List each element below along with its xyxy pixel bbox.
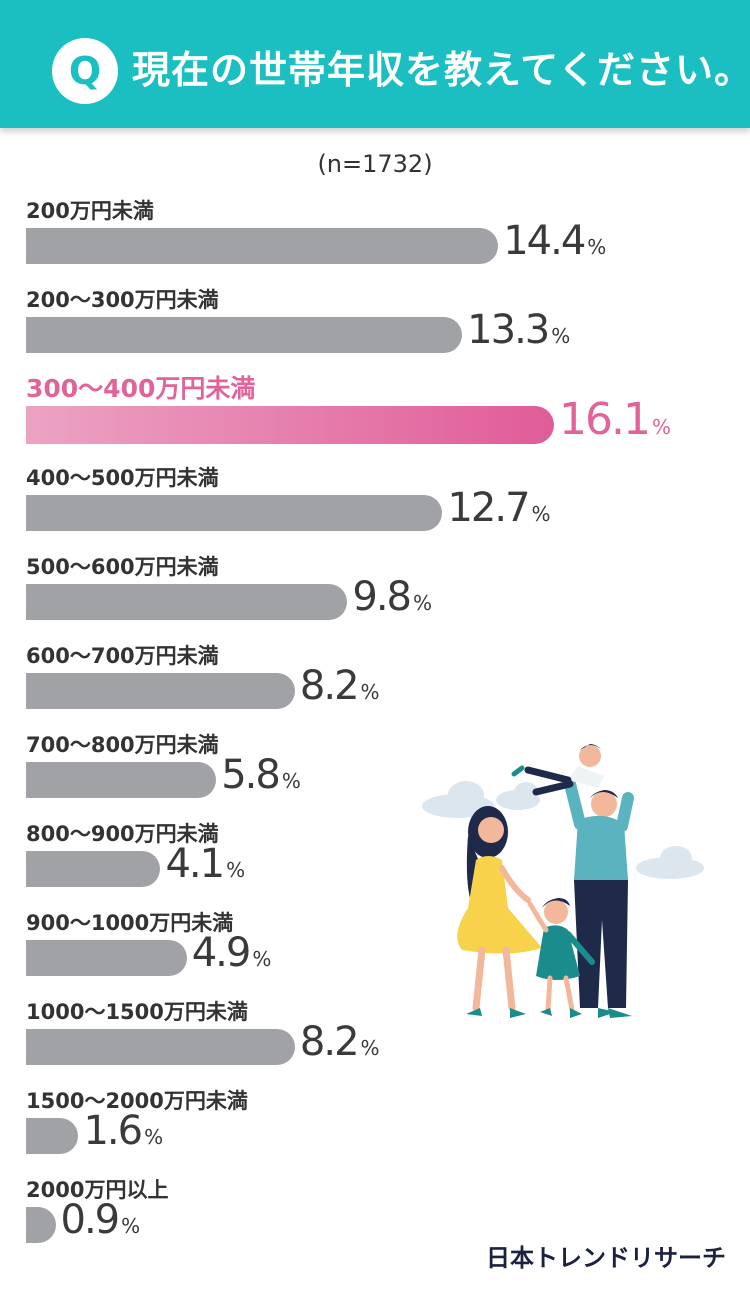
bar	[26, 228, 499, 264]
value-unit: %	[551, 324, 571, 348]
value-number: 9.8	[352, 574, 412, 620]
value-label: 1.6%	[83, 1108, 163, 1154]
value-number: 8.2	[299, 663, 360, 709]
value-number: 16.1	[559, 394, 651, 445]
question-badge: Q	[52, 38, 118, 104]
brand-logo-text: 日本トレンドリサーチ	[486, 1244, 726, 1272]
bar	[26, 1029, 295, 1065]
value-number: 14.4	[503, 218, 586, 264]
value-number: 4.1	[165, 841, 225, 887]
category-label: 2000万円以上	[26, 1178, 169, 1202]
bar	[26, 317, 463, 353]
value-label: 8.2%	[300, 1019, 380, 1065]
value-label: 4.9%	[192, 930, 272, 976]
bar	[26, 673, 295, 709]
value-unit: %	[226, 858, 246, 882]
value-label: 13.3%	[467, 307, 570, 353]
bar	[26, 1118, 79, 1154]
category-label: 300～400万円未満	[26, 374, 256, 403]
value-label: 8.2%	[300, 663, 380, 709]
value-label: 0.9%	[61, 1197, 141, 1243]
bar	[26, 584, 348, 620]
category-label: 1500～2000万円未満	[26, 1089, 248, 1113]
value-number: 1.6	[83, 1108, 143, 1154]
bar	[26, 851, 161, 887]
category-label: 700～800万円未満	[26, 733, 219, 757]
bar	[26, 940, 187, 976]
category-label: 1000～1500万円未満	[26, 1000, 248, 1024]
value-unit: %	[252, 947, 272, 971]
category-label: 800～900万円未満	[26, 822, 219, 846]
value-number: 5.8	[221, 752, 281, 798]
value-unit: %	[531, 502, 551, 526]
value-label: 5.8%	[221, 752, 301, 798]
value-unit: %	[360, 680, 380, 704]
bar	[26, 762, 217, 798]
value-number: 8.2	[299, 1019, 360, 1065]
category-label: 200万円未満	[26, 199, 154, 223]
question-text: 現在の世帯年収を教えてください。	[132, 48, 750, 92]
value-unit: %	[121, 1214, 141, 1238]
value-label: 16.1%	[559, 394, 671, 445]
category-label: 200～300万円未満	[26, 288, 219, 312]
value-number: 4.9	[191, 930, 252, 976]
question-header: Q 現在の世帯年収を教えてください。	[0, 0, 750, 128]
value-label: 9.8%	[352, 574, 432, 620]
category-label: 600～700万円未満	[26, 644, 219, 668]
value-unit: %	[281, 769, 301, 793]
bar	[26, 495, 443, 531]
family-illustration	[422, 744, 704, 1018]
category-label: 400～500万円未満	[26, 466, 219, 490]
category-label: 500～600万円未満	[26, 555, 219, 579]
value-number: 0.9	[60, 1197, 121, 1243]
value-unit: %	[144, 1125, 164, 1149]
value-label: 14.4%	[503, 218, 606, 264]
value-number: 12.7	[447, 485, 530, 531]
sample-size-note: (n=1732)	[317, 150, 433, 178]
value-unit: %	[587, 235, 607, 259]
value-number: 13.3	[467, 307, 550, 353]
category-label: 900～1000万円未満	[26, 911, 234, 935]
bar	[26, 406, 554, 444]
bar	[26, 1207, 56, 1243]
value-unit: %	[360, 1036, 380, 1060]
value-label: 12.7%	[447, 485, 550, 531]
value-unit: %	[413, 591, 433, 615]
value-label: 4.1%	[165, 841, 245, 887]
value-unit: %	[651, 415, 671, 439]
